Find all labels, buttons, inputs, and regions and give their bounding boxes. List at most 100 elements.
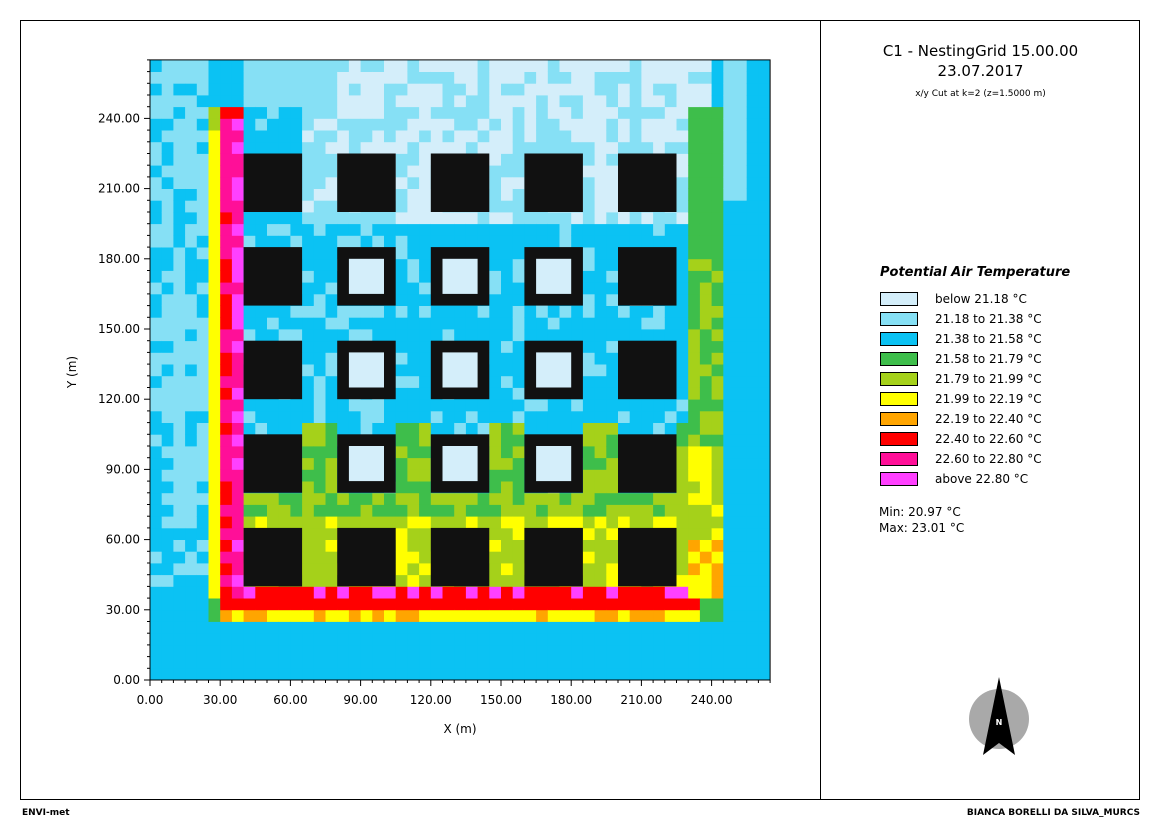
heatmap-cell [489,375,502,388]
heatmap-cell [360,410,373,423]
heatmap-cell [325,668,338,681]
heatmap-cell [735,340,748,353]
heatmap-cell [688,282,701,295]
heatmap-cell [255,422,268,435]
heatmap-cell [641,235,654,248]
heatmap-cell [653,399,666,412]
heatmap-cell [594,176,607,189]
heatmap-cell [711,527,724,540]
heatmap-cell [161,434,174,447]
heatmap-cell [594,95,607,108]
x-tick-label: 150.00 [480,693,522,707]
heatmap-cell [454,329,467,342]
heatmap-cell [512,609,525,622]
heatmap-cell [688,118,701,131]
heatmap-cell [430,95,443,108]
heatmap-cell [571,329,584,342]
heatmap-cell [407,563,420,576]
heatmap-cell [582,492,595,505]
heatmap-cell [325,410,338,423]
building-block [618,527,677,587]
heatmap-cell [723,188,736,201]
heatmap-cell [699,598,712,611]
legend-label: 21.18 to 21.38 °C [935,312,1042,326]
heatmap-cell [185,527,198,540]
heatmap-cell [699,305,712,318]
figure-frame [20,20,1140,800]
heatmap-cell [313,364,326,377]
heatmap-cell [419,176,432,189]
heatmap-cell [571,644,584,657]
heatmap-cell [267,235,280,248]
heatmap-cell [629,609,642,622]
heatmap-cell [302,329,315,342]
heatmap-cell [547,422,560,435]
heatmap-cell [746,71,759,84]
heatmap-cell [384,410,397,423]
heatmap-cell [536,212,549,225]
heatmap-cell [208,539,221,552]
heatmap-cell [278,422,291,435]
heatmap-cell [606,165,619,178]
heatmap-cell [407,399,420,412]
heatmap-cell [430,118,443,131]
heatmap-cell [629,317,642,330]
heatmap-cell [173,481,186,494]
heatmap-cell [547,118,560,131]
heatmap-cell [196,293,209,306]
heatmap-cell [302,481,315,494]
heatmap-cell [688,340,701,353]
heatmap-cell [243,235,256,248]
heatmap-cell [664,329,677,342]
heatmap-cell [220,551,233,564]
heatmap-cell [372,118,385,131]
heatmap-cell [559,516,572,529]
heatmap-cell [688,504,701,517]
heatmap-cell [653,422,666,435]
heatmap-cell [208,165,221,178]
heatmap-cell [185,387,198,400]
heatmap-cell [501,83,514,96]
heatmap-cell [688,469,701,482]
building-blocks [243,153,677,587]
heatmap-cell [711,387,724,400]
heatmap-cell [594,317,607,330]
y-tick-label: 120.00 [98,392,140,406]
heatmap-cell [442,317,455,330]
heatmap-cell [407,492,420,505]
heatmap-cell [571,621,584,634]
heatmap-cell [407,446,420,459]
heatmap-cell [536,656,549,669]
heatmap-cell [465,633,478,646]
heatmap-cell [302,317,315,330]
heatmap-cell [711,305,724,318]
heatmap-cell [196,539,209,552]
heatmap-cell [618,305,631,318]
heatmap-cell [512,176,525,189]
heatmap-cell [196,446,209,459]
heatmap-cell [407,410,420,423]
heatmap-cell [711,598,724,611]
heatmap-cell [325,212,338,225]
heatmap-cell [290,644,303,657]
courtyard [348,258,384,294]
heatmap-cell [196,153,209,166]
heatmap-cell [536,598,549,611]
heatmap-cell [477,317,490,330]
heatmap-cell [723,95,736,108]
heatmap-cell [372,71,385,84]
heatmap-cell [430,516,443,529]
heatmap-cell [501,527,514,540]
heatmap-cell [594,329,607,342]
heatmap-cell [571,130,584,143]
heatmap-cell [758,574,771,587]
heatmap-cell [278,329,291,342]
heatmap-cell [290,516,303,529]
heatmap-cell [501,434,514,447]
heatmap-cell [723,258,736,271]
heatmap-cell [161,305,174,318]
heatmap-cell [337,317,350,330]
heatmap-cell [582,387,595,400]
heatmap-cell [395,188,408,201]
heatmap-cell [735,563,748,576]
